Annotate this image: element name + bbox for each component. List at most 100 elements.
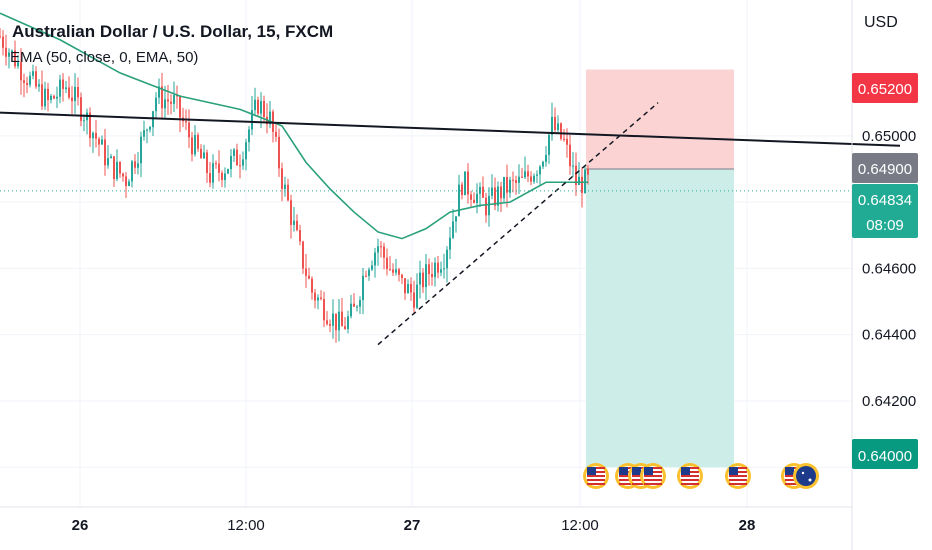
time-tick-label: 27 [404,517,421,534]
candle-body [302,241,304,269]
candle-body [581,176,583,193]
candle-body [431,274,433,278]
ema-50-line[interactable] [0,12,588,240]
candle-body [293,220,295,225]
candle-body [449,237,451,250]
candle-body [527,171,529,177]
candle-body [374,252,376,266]
us-flag-event-icon[interactable] [677,463,703,489]
resistance-trendline[interactable] [0,111,901,147]
drawings[interactable] [0,12,901,346]
candle-body [440,269,442,273]
candle-body [389,269,391,271]
candle-body [245,142,247,160]
candle-body [173,95,175,104]
target-price-badge: 0.64000 [852,439,918,469]
candle-body [377,246,379,253]
candle-body [320,297,322,299]
stop-price-badge: 0.65200 [852,73,918,103]
candle-body [53,95,55,99]
time-axis[interactable]: 26 12:00 27 12:00 28 [72,517,756,534]
candle-body [317,297,319,301]
take-profit-zone[interactable] [586,169,734,468]
candle-body [92,132,94,139]
candle-body [269,111,271,125]
candle-body [17,62,19,67]
candle-body [188,122,190,138]
candle-body [278,136,280,169]
symbol-title[interactable]: Australian Dollar / U.S. Dollar, 15, FXC… [12,22,333,41]
candle-body [542,161,544,167]
candle-body [545,154,547,162]
candle-body [179,96,181,118]
last-price-badge: 0.64834 08:09 [852,184,918,238]
candle-body [242,159,244,166]
target-price-text: 0.64000 [858,448,912,465]
candle-body [281,168,283,189]
price-axis[interactable]: 0.65000 0.64600 0.64400 0.64200 [862,128,916,410]
candle-body [77,86,79,98]
candle-body [455,216,457,222]
candle-body [587,169,589,175]
candle-body [80,97,82,121]
candle-body [521,176,523,178]
candle-body [221,172,223,181]
candle-body [299,230,301,242]
candle-body [419,272,421,285]
candle-body [566,138,568,145]
candle-body [197,135,199,149]
candle-body [68,87,70,98]
candle-body [149,127,151,130]
candle-body [443,268,445,270]
position-zones[interactable] [586,69,734,468]
candle-body [98,138,100,145]
candle-body [560,123,562,139]
support-trendline[interactable] [377,102,659,346]
stop-loss-zone[interactable] [586,69,734,169]
candle-body [416,284,418,308]
candle-body [164,99,166,109]
candle-body [224,173,226,181]
candle-body [227,169,229,174]
candle-body [347,316,349,329]
candle-body [329,324,331,326]
candle-body [215,163,217,165]
candle-body [308,275,310,279]
candle-body [344,326,346,329]
candle-body [467,171,469,195]
time-tick-label: 26 [72,517,89,534]
candle-body [62,79,64,90]
indicator-label[interactable]: EMA (50, close, 0, EMA, 50) [10,49,198,66]
candle-body [0,36,1,38]
candle-body [551,116,553,135]
candle-body [539,166,541,175]
grid [0,0,852,507]
candle-body [494,187,496,206]
us-flag-event-icon[interactable] [640,463,666,489]
candle-body [371,265,373,270]
candle-body [452,221,454,238]
candle-body [518,176,520,183]
candle-body [524,171,526,178]
us-flag-event-icon[interactable] [725,463,751,489]
candle-body [104,139,106,166]
candle-body [428,264,430,275]
au-flag-event-icon[interactable] [793,463,819,489]
candle-body [251,110,253,130]
last-price-text: 0.64834 [858,192,912,209]
candle-body [365,275,367,277]
candle-body [236,149,238,166]
candle-body [161,86,163,109]
candle-body [137,163,139,168]
candle-body [323,298,325,321]
event-icons[interactable] [583,463,819,489]
candle-body [509,179,511,193]
candle-body [485,197,487,216]
candle-body [479,186,481,194]
candle-body [515,180,517,183]
candle-body [395,269,397,273]
us-flag-event-icon[interactable] [583,463,609,489]
candle-body [497,186,499,206]
candle-body [584,169,586,193]
